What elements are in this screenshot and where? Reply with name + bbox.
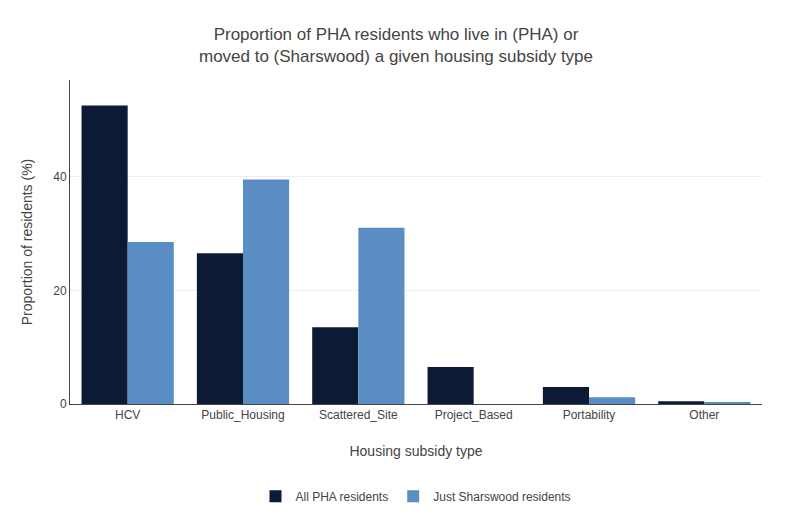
svg-text:Other: Other: [689, 408, 719, 422]
svg-text:Housing subsidy type: Housing subsidy type: [349, 443, 482, 459]
svg-text:Public_Housing: Public_Housing: [201, 408, 284, 422]
svg-text:Scattered_Site: Scattered_Site: [319, 408, 398, 422]
svg-text:HCV: HCV: [115, 408, 140, 422]
svg-text:40: 40: [53, 170, 67, 184]
svg-text:0: 0: [60, 397, 67, 411]
svg-text:Just Sharswood residents: Just Sharswood residents: [433, 490, 570, 504]
svg-text:20: 20: [53, 284, 67, 298]
svg-text:Portability: Portability: [563, 408, 616, 422]
svg-text:All PHA residents: All PHA residents: [296, 490, 389, 504]
svg-text:Project_Based: Project_Based: [435, 408, 513, 422]
svg-text:Proportion of PHA residents wh: Proportion of PHA residents who live in …: [199, 25, 593, 66]
svg-text:Proportion of residents (%): Proportion of residents (%): [19, 159, 35, 326]
